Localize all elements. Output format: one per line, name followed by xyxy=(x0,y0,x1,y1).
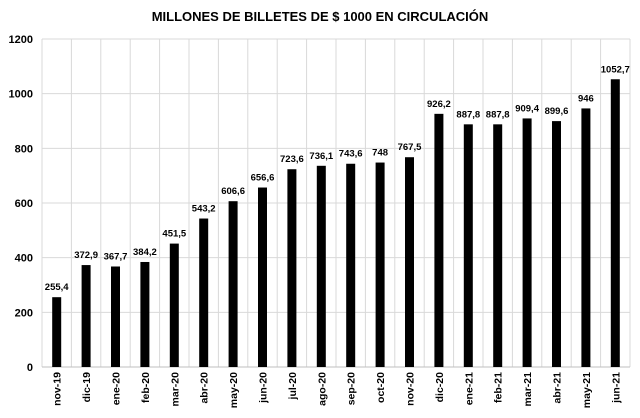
data-label: 384,2 xyxy=(133,247,157,258)
x-tick-label: nov-19 xyxy=(52,372,64,406)
bar xyxy=(405,157,414,367)
bar xyxy=(581,108,591,367)
y-tick-label: 600 xyxy=(15,198,33,210)
data-label: 887,8 xyxy=(486,109,510,120)
x-tick-label: jun-20 xyxy=(258,372,270,404)
bar xyxy=(169,243,179,367)
data-label: 372,9 xyxy=(74,250,98,261)
bar xyxy=(228,201,238,367)
bar xyxy=(463,124,473,368)
x-tick-label: jul-20 xyxy=(287,372,299,401)
x-tick-label: nov-20 xyxy=(405,372,417,406)
data-label: 367,7 xyxy=(104,251,128,262)
bar xyxy=(610,79,620,368)
bar xyxy=(52,297,62,367)
data-label: 946 xyxy=(578,93,594,104)
y-tick-label: 400 xyxy=(15,253,33,265)
x-tick-label: oct-20 xyxy=(375,372,387,403)
data-label: 606,6 xyxy=(221,186,245,197)
x-tick-label: dic-19 xyxy=(81,372,93,403)
bar xyxy=(316,165,326,367)
x-tick-label: ene-21 xyxy=(463,372,475,405)
bar xyxy=(287,169,297,367)
y-tick-label: 1000 xyxy=(9,89,33,101)
x-tick-label: ene-20 xyxy=(111,372,123,405)
bar xyxy=(493,124,503,368)
data-label: 451,5 xyxy=(162,229,186,240)
bar xyxy=(552,121,561,367)
bar xyxy=(140,261,150,367)
data-label: 887,8 xyxy=(456,109,480,120)
bar xyxy=(434,113,444,367)
x-tick-label: may-20 xyxy=(228,372,240,408)
data-label: 736,1 xyxy=(309,151,333,162)
chart-title: MILLONES DE BILLETES DE $ 1000 EN CIRCUL… xyxy=(152,9,489,24)
x-tick-label: abr-20 xyxy=(199,372,211,404)
data-label: 723,6 xyxy=(280,154,304,165)
bar xyxy=(258,187,267,367)
x-tick-label: dic-20 xyxy=(434,372,446,403)
x-tick-label: mar-20 xyxy=(169,372,181,407)
y-tick-label: 0 xyxy=(27,362,33,374)
x-tick-label: feb-20 xyxy=(140,372,152,403)
bar xyxy=(81,265,91,367)
data-label: 909,4 xyxy=(515,103,539,114)
data-label: 926,2 xyxy=(427,99,451,110)
data-label: 656,6 xyxy=(251,173,275,184)
x-tick-label: abr-21 xyxy=(552,372,564,404)
x-tick-label: jun-21 xyxy=(610,372,622,404)
data-label: 743,6 xyxy=(339,149,363,160)
bar xyxy=(346,163,356,367)
x-tick-label: feb-21 xyxy=(493,372,505,403)
bar xyxy=(375,162,385,367)
x-tick-label: sep-20 xyxy=(346,372,358,405)
data-label: 899,6 xyxy=(545,106,569,117)
data-label: 748 xyxy=(372,148,388,159)
data-label: 1052,7 xyxy=(601,64,630,75)
y-tick-label: 1200 xyxy=(9,34,33,46)
x-tick-label: ago-20 xyxy=(316,372,328,406)
y-tick-label: 200 xyxy=(15,307,33,319)
x-tick-label: may-21 xyxy=(581,372,593,408)
bar xyxy=(111,266,120,367)
data-label: 255,4 xyxy=(45,282,69,293)
y-tick-label: 800 xyxy=(15,143,33,155)
bar xyxy=(199,218,209,367)
bar xyxy=(522,118,532,367)
data-label: 767,5 xyxy=(398,142,422,153)
x-tick-label: mar-21 xyxy=(522,372,534,407)
data-label: 543,2 xyxy=(192,204,216,215)
